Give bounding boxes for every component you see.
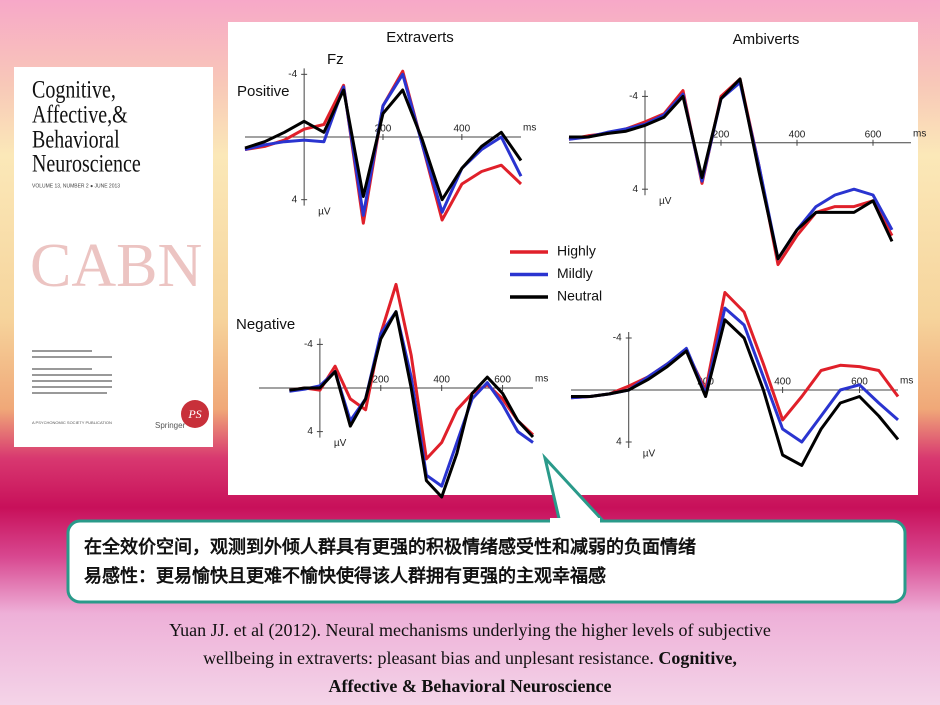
cover-logo: CABN [30,232,202,300]
cover-badge [181,400,209,428]
callout-text: 易感性：更易愉快且更难不愉快使得该人群拥有更强的主观幸福感 [84,565,606,587]
cover-fine-print [32,350,112,394]
y-tick-label: 4 [616,437,622,448]
y-tick-label: -4 [288,69,297,80]
y-unit: µV [334,438,347,449]
y-tick-label: 4 [632,184,638,195]
cover-page [14,67,213,447]
figure-panel [228,22,918,495]
journal-cover: Cognitive, Affective,& Behavioral Neuros… [14,67,213,447]
callout-text: 在全效价空间，观测到外倾人群具有更强的积极情绪感受性和减弱的负面情绪 [84,536,696,558]
callout-joint [550,518,600,524]
x-unit: ms [913,128,926,139]
citation-line: Yuan JJ. et al (2012). Neural mechanisms… [169,620,771,641]
erp-charts: -4 4 200 400 ms µV Extraverts Positive Fz -4 4 200 4… [236,29,926,499]
citation-line: wellbeing in extraverts: pleasant bias a… [203,648,737,668]
y-unit: µV [643,449,656,460]
x-tick-label: 200 [375,124,392,135]
callout-box [66,519,907,604]
row-label: Negative [236,316,295,333]
x-tick-label: 600 [851,377,868,388]
legend-label: Neutral [557,288,602,304]
erp-waveform [244,88,523,202]
x-unit: ms [900,376,913,387]
x-tick-label: 400 [774,377,791,388]
fine-print [32,368,92,370]
fine-print [32,380,112,382]
fine-print [32,386,112,388]
y-tick-label: -4 [629,91,638,102]
erp-waveform [571,318,900,467]
row-label: Positive [237,83,290,100]
y-unit: µV [318,206,331,217]
y-tick-label: -4 [613,333,622,344]
citation-journal: Affective & Behavioral Neuroscience [328,676,611,696]
erp-waveform [289,310,535,499]
erp-waveform [569,77,894,261]
cover-title: Behavioral [32,126,120,154]
y-tick-label: 4 [307,426,313,437]
x-tick-label: 400 [454,124,471,135]
erp-waveform [570,291,900,422]
legend-label: Mildly [557,265,593,281]
x-tick-label: 400 [433,375,450,386]
cover-badge-text: PS [187,407,201,421]
legend-label: Highly [557,243,596,259]
cover-title: Cognitive, [32,76,116,104]
x-tick-label: 400 [789,129,806,140]
fine-print [32,392,107,394]
citation-journal: Cognitive, [658,648,737,668]
fine-print [32,350,92,352]
x-tick-label: 200 [372,375,389,386]
fine-print [32,374,112,376]
x-unit: ms [535,374,548,385]
cover-publisher-note: A PSYCHONOMIC SOCIETY PUBLICATION [32,420,112,425]
x-unit: ms [523,123,536,134]
x-tick-label: 600 [865,129,882,140]
x-tick-label: 600 [494,375,511,386]
citation-text: wellbeing in extraverts: pleasant bias a… [203,648,658,668]
cover-issue: VOLUME 13, NUMBER 2 ● JUNE 2013 [32,183,120,189]
cover-publisher: Springer [155,421,186,430]
x-tick-label: 200 [713,129,730,140]
panel-title: Ambiverts [733,31,800,48]
panel-title: Extraverts [386,29,454,46]
y-unit: µV [659,196,672,207]
cover-title: Affective,& [32,101,128,129]
y-tick-label: -4 [304,339,313,350]
fine-print [32,356,112,358]
electrode-label: Fz [327,51,344,68]
y-tick-label: 4 [292,194,298,205]
cover-title: Neuroscience [32,150,141,178]
